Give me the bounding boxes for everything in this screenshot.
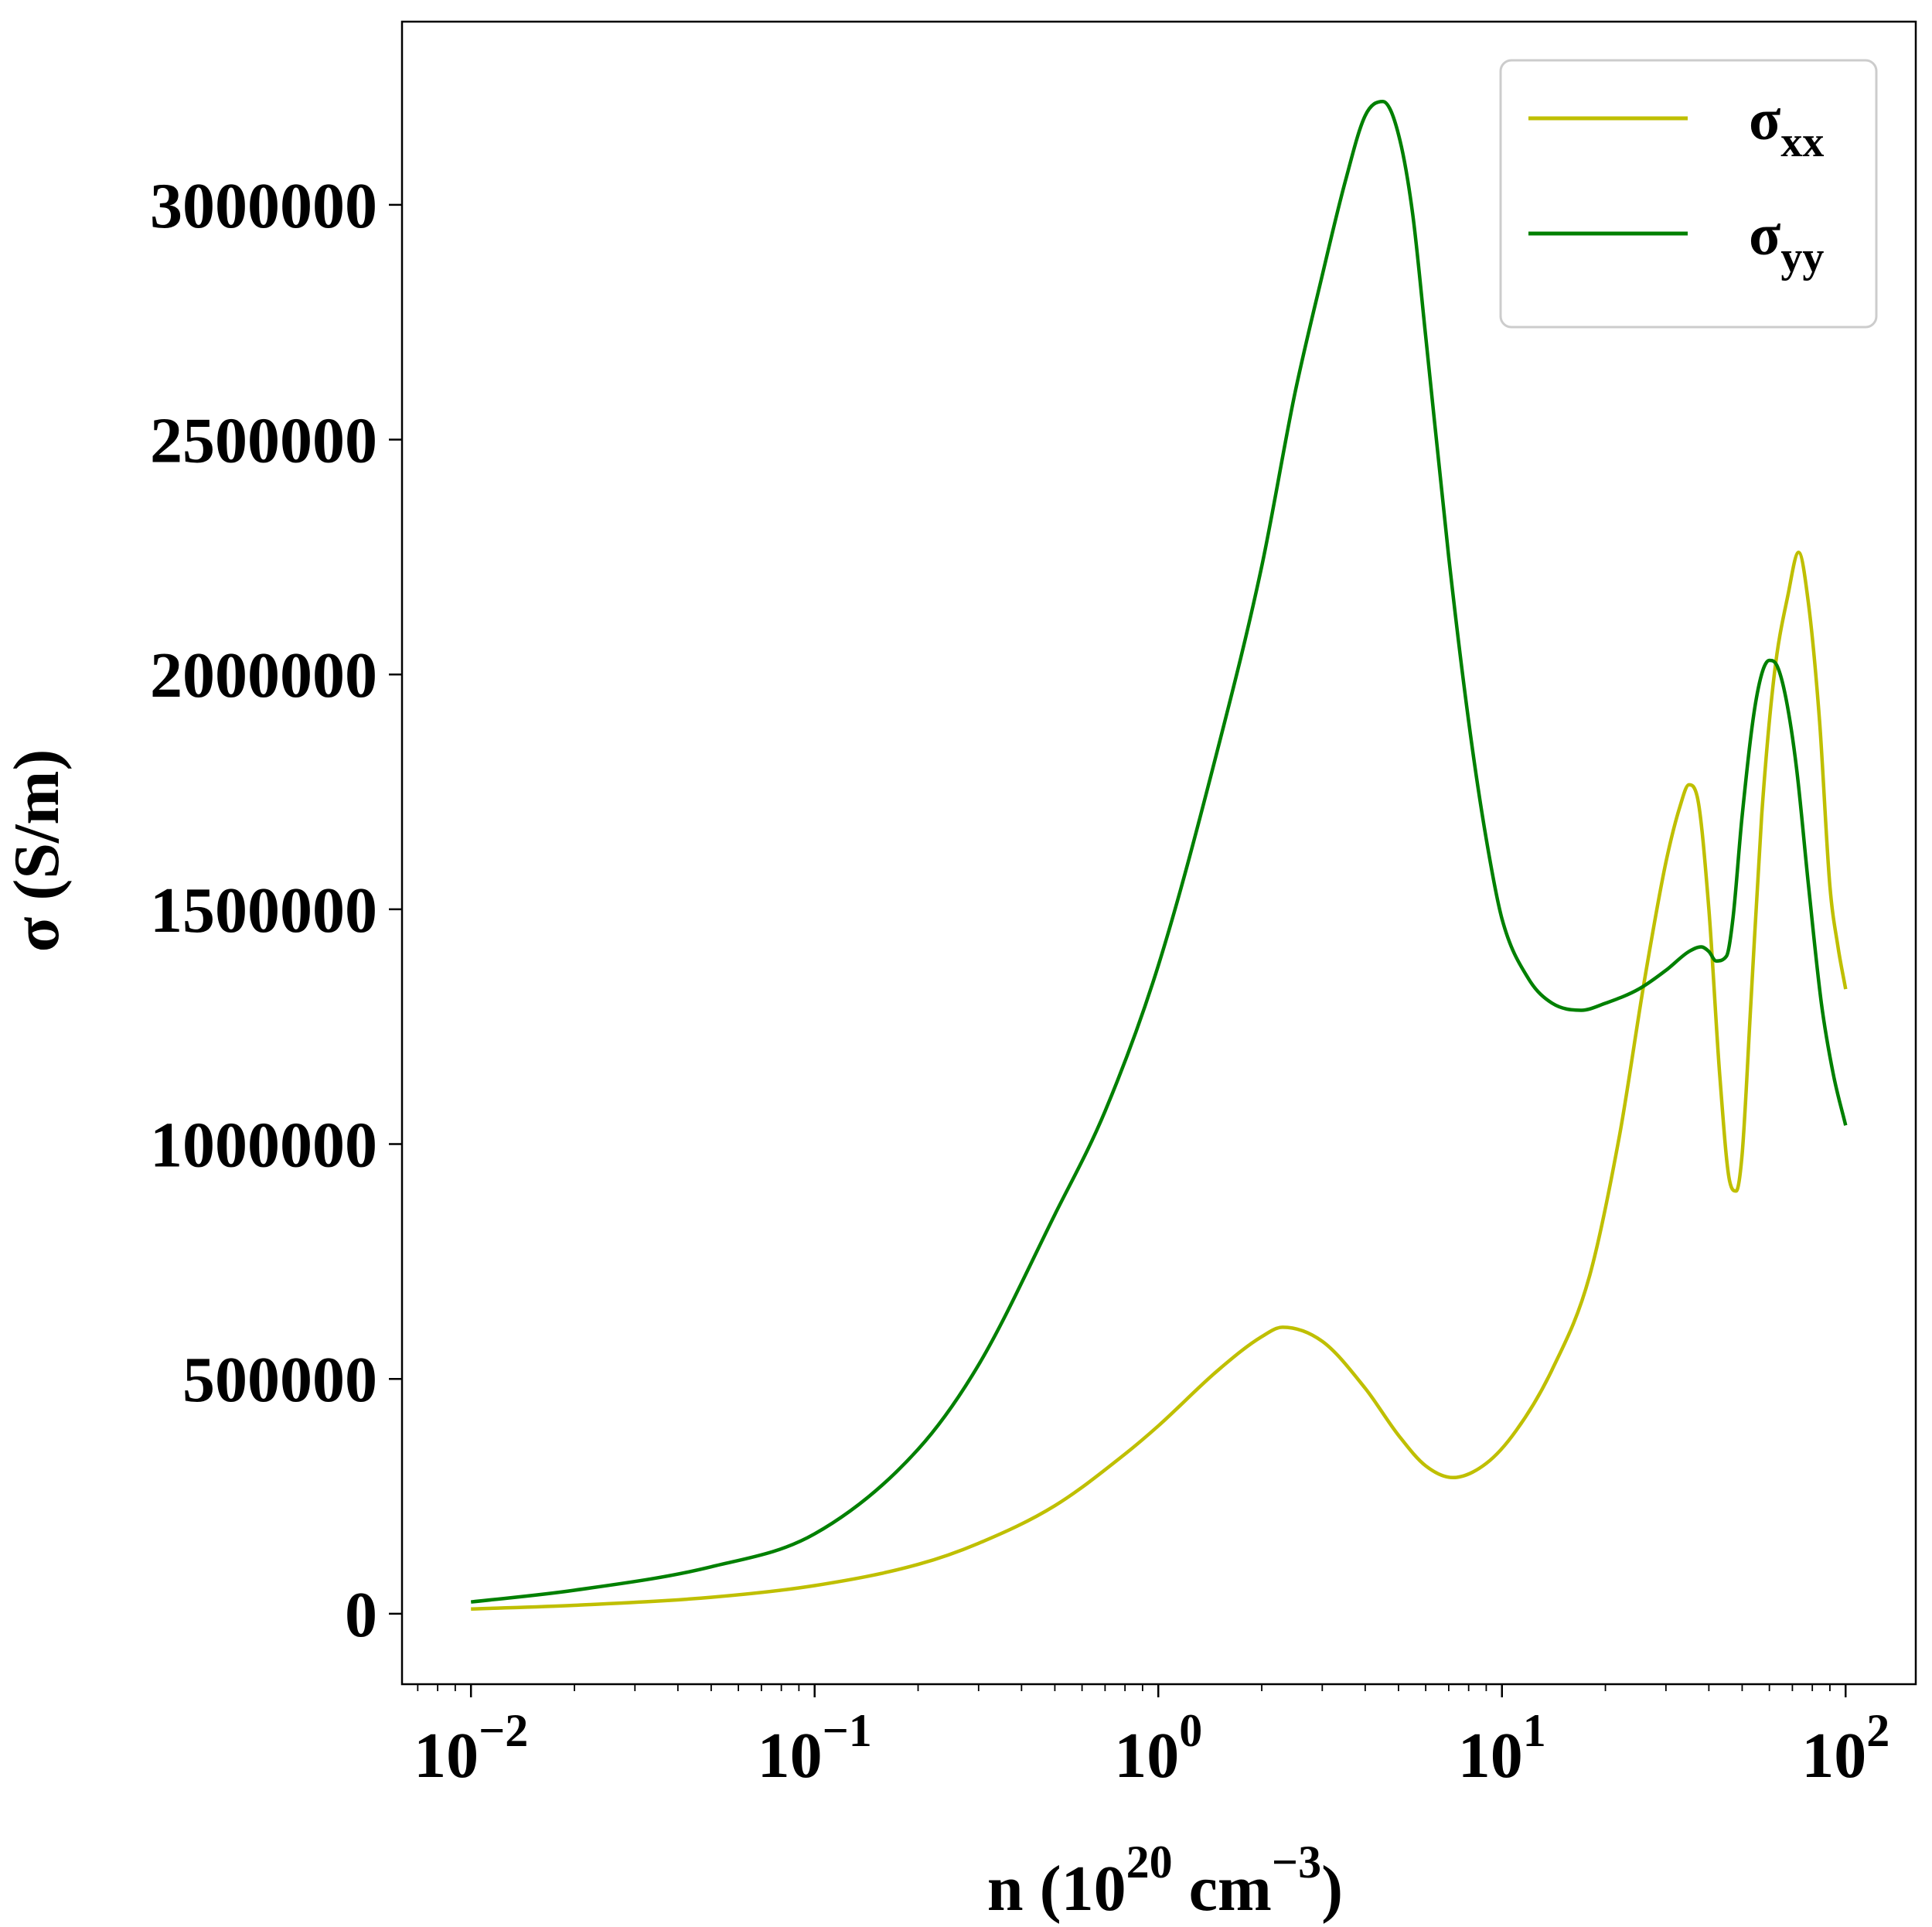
legend-label-sigma-xx: σxx <box>1749 87 1824 166</box>
x-axis-label-exponent: 20 <box>1126 1837 1173 1888</box>
x-tick-label: 10−1 <box>758 1705 872 1792</box>
x-axis-label-unit: cm <box>1173 1853 1272 1925</box>
y-tick-label: 500000 <box>182 1344 377 1416</box>
x-axis-label-main: n (10 <box>987 1853 1126 1925</box>
y-tick-label: 1000000 <box>150 1110 377 1182</box>
series-layer <box>470 99 1848 1612</box>
y-tick-label: 2500000 <box>150 405 377 477</box>
series-line-sigma-xx <box>471 551 1848 1612</box>
y-axis: 0 500000 1000000 1500000 2000000 2500000 30000… <box>150 170 402 1651</box>
x-tick-label: 10−2 <box>414 1705 528 1792</box>
x-tick-label: 101 <box>1458 1705 1546 1792</box>
legend-label-sigma-xx-sub: xx <box>1780 118 1824 166</box>
x-axis-label: n (1020 cm−3) <box>987 1837 1343 1925</box>
legend-box <box>1499 59 1878 329</box>
legend-label-sigma-xx-main: σ <box>1749 87 1780 152</box>
x-tick-label: 102 <box>1801 1705 1889 1792</box>
y-tick-label: 0 <box>345 1579 377 1651</box>
y-tick-label: 2000000 <box>150 639 377 711</box>
x-axis-label-unit-exponent: −3 <box>1272 1837 1321 1888</box>
legend-label-sigma-yy-sub: yy <box>1780 234 1824 281</box>
y-axis-label: σ (S/m) <box>1 749 73 953</box>
x-axis: 10−2 10−1 100 101 102 <box>414 1684 1889 1792</box>
y-tick-label: 3000000 <box>150 170 377 242</box>
legend-label-sigma-yy: σyy <box>1749 203 1824 281</box>
x-axis-label-close: ) <box>1321 1853 1343 1925</box>
legend-label-sigma-yy-main: σ <box>1749 203 1780 268</box>
y-tick-label: 1500000 <box>150 875 377 946</box>
series-line-sigma-yy <box>470 99 1848 1604</box>
legend: σxx σyy <box>1499 59 1878 329</box>
x-tick-label: 100 <box>1114 1705 1202 1792</box>
